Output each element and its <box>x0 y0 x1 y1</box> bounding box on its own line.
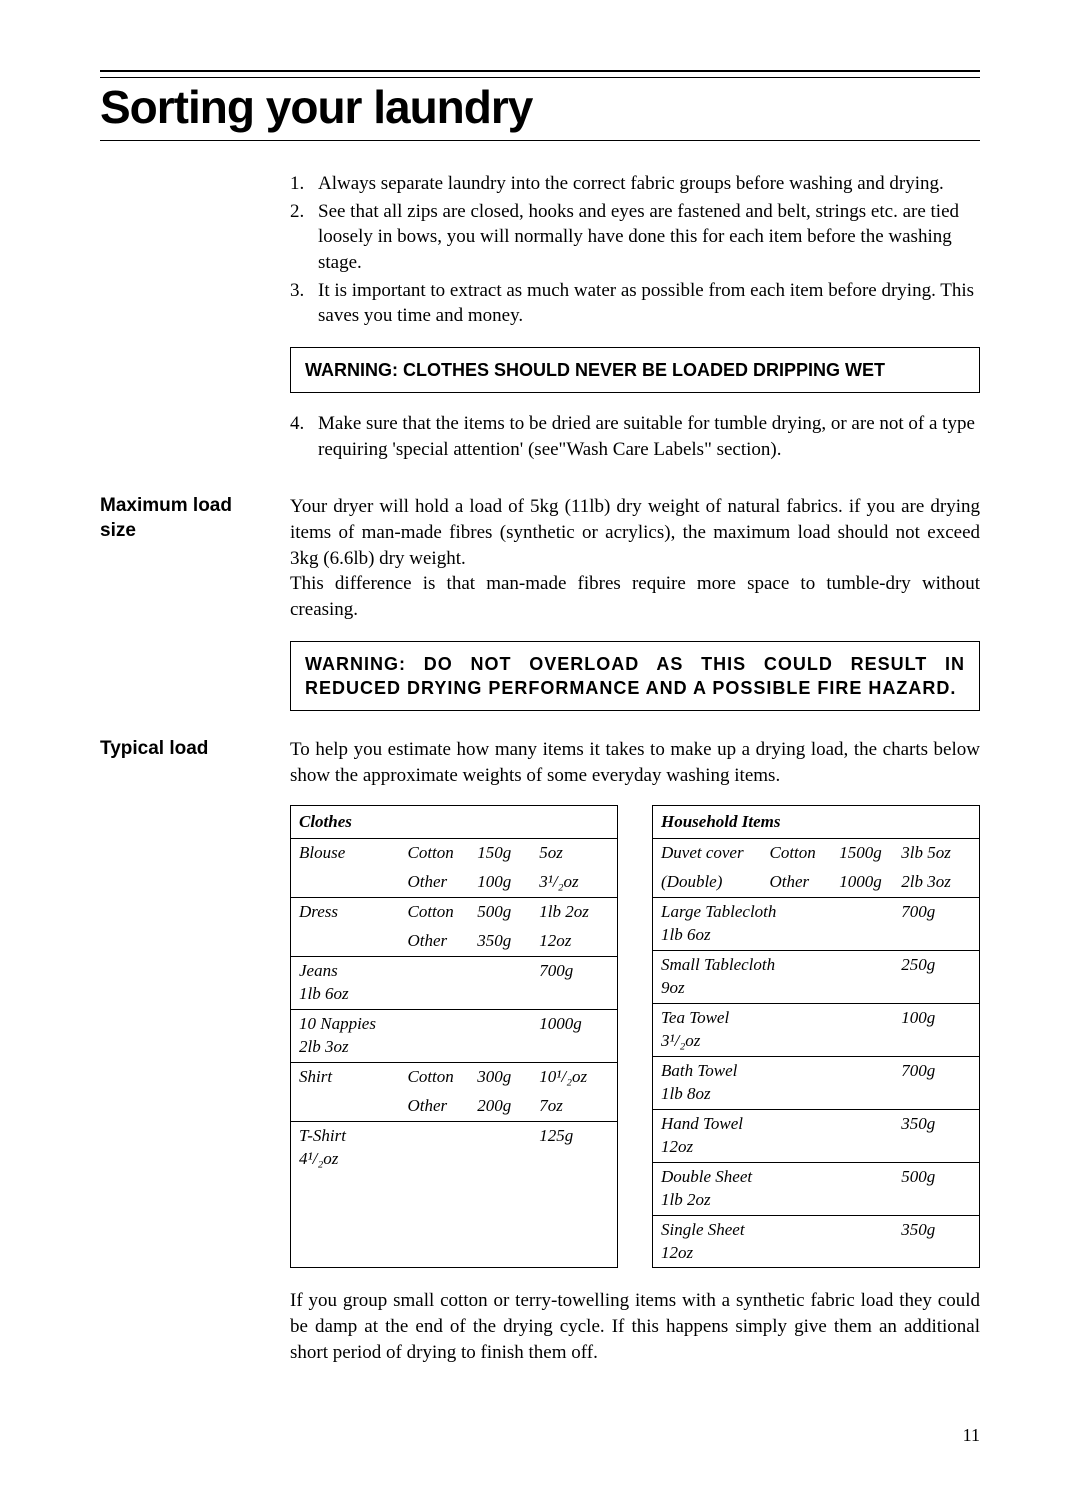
clothes-table: Clothes BlouseCotton150g5ozOther100g3¹/₂… <box>290 805 618 1269</box>
table-row: Other200g7oz <box>291 1092 617 1121</box>
warning-box-2: WARNING: DO NOT OVERLOAD AS THIS COULD R… <box>290 641 980 712</box>
table-row: Other350g12oz <box>291 927 617 956</box>
table-row: Hand Towel350g12oz <box>653 1109 979 1162</box>
section-label-typical-load: Typical load <box>100 737 260 1365</box>
section-label-max-load: Maximum load size <box>100 494 260 729</box>
table-row: Large Tablecloth700g1lb 6oz <box>653 897 979 950</box>
table-row: 10 Nappies1000g2lb 3oz <box>291 1009 617 1062</box>
page-number: 11 <box>100 1425 980 1446</box>
max-load-para-1: Your dryer will hold a load of 5kg (11lb… <box>290 494 980 571</box>
page-title: Sorting your laundry <box>100 78 980 140</box>
household-table: Household Items Duvet coverCotton1500g3l… <box>652 805 980 1269</box>
clothes-table-header: Clothes <box>291 806 617 840</box>
table-row: Double Sheet500g1lb 2oz <box>653 1162 979 1215</box>
table-row: Duvet coverCotton1500g3lb 5oz <box>653 839 979 868</box>
table-row: Single Sheet350g12oz <box>653 1215 979 1268</box>
title-rule-below <box>100 140 980 141</box>
table-row: Small Tablecloth250g9oz <box>653 950 979 1003</box>
instruction-list-1: Always separate laundry into the correct… <box>290 171 980 329</box>
instruction-list-2: Make sure that the items to be dried are… <box>290 411 980 462</box>
instruction-item: It is important to extract as much water… <box>290 278 980 329</box>
typical-load-para-2: If you group small cotton or terry-towel… <box>290 1288 980 1365</box>
max-load-para-2: This difference is that man-made fibres … <box>290 571 980 622</box>
warning-box-1: WARNING: CLOTHES SHOULD NEVER BE LOADED … <box>290 347 980 393</box>
instruction-item: See that all zips are closed, hooks and … <box>290 199 980 276</box>
table-row: DressCotton500g1lb 2oz <box>291 897 617 927</box>
typical-load-para-1: To help you estimate how many items it t… <box>290 737 980 788</box>
table-row: Jeans700g1lb 6oz <box>291 956 617 1009</box>
table-row: Tea Towel100g3¹/₂oz <box>653 1003 979 1056</box>
table-row: T-Shirt125g4¹/₂oz <box>291 1121 617 1174</box>
table-row: Bath Towel700g1lb 8oz <box>653 1056 979 1109</box>
instruction-item: Always separate laundry into the correct… <box>290 171 980 197</box>
table-row: (Double)Other1000g2lb 3oz <box>653 868 979 897</box>
table-row: ShirtCotton300g10¹/₂oz <box>291 1062 617 1092</box>
household-table-header: Household Items <box>653 806 979 840</box>
instruction-item: Make sure that the items to be dried are… <box>290 411 980 462</box>
table-row: Other100g3¹/₂oz <box>291 868 617 897</box>
top-rule <box>100 70 980 72</box>
table-row: BlouseCotton150g5oz <box>291 839 617 868</box>
